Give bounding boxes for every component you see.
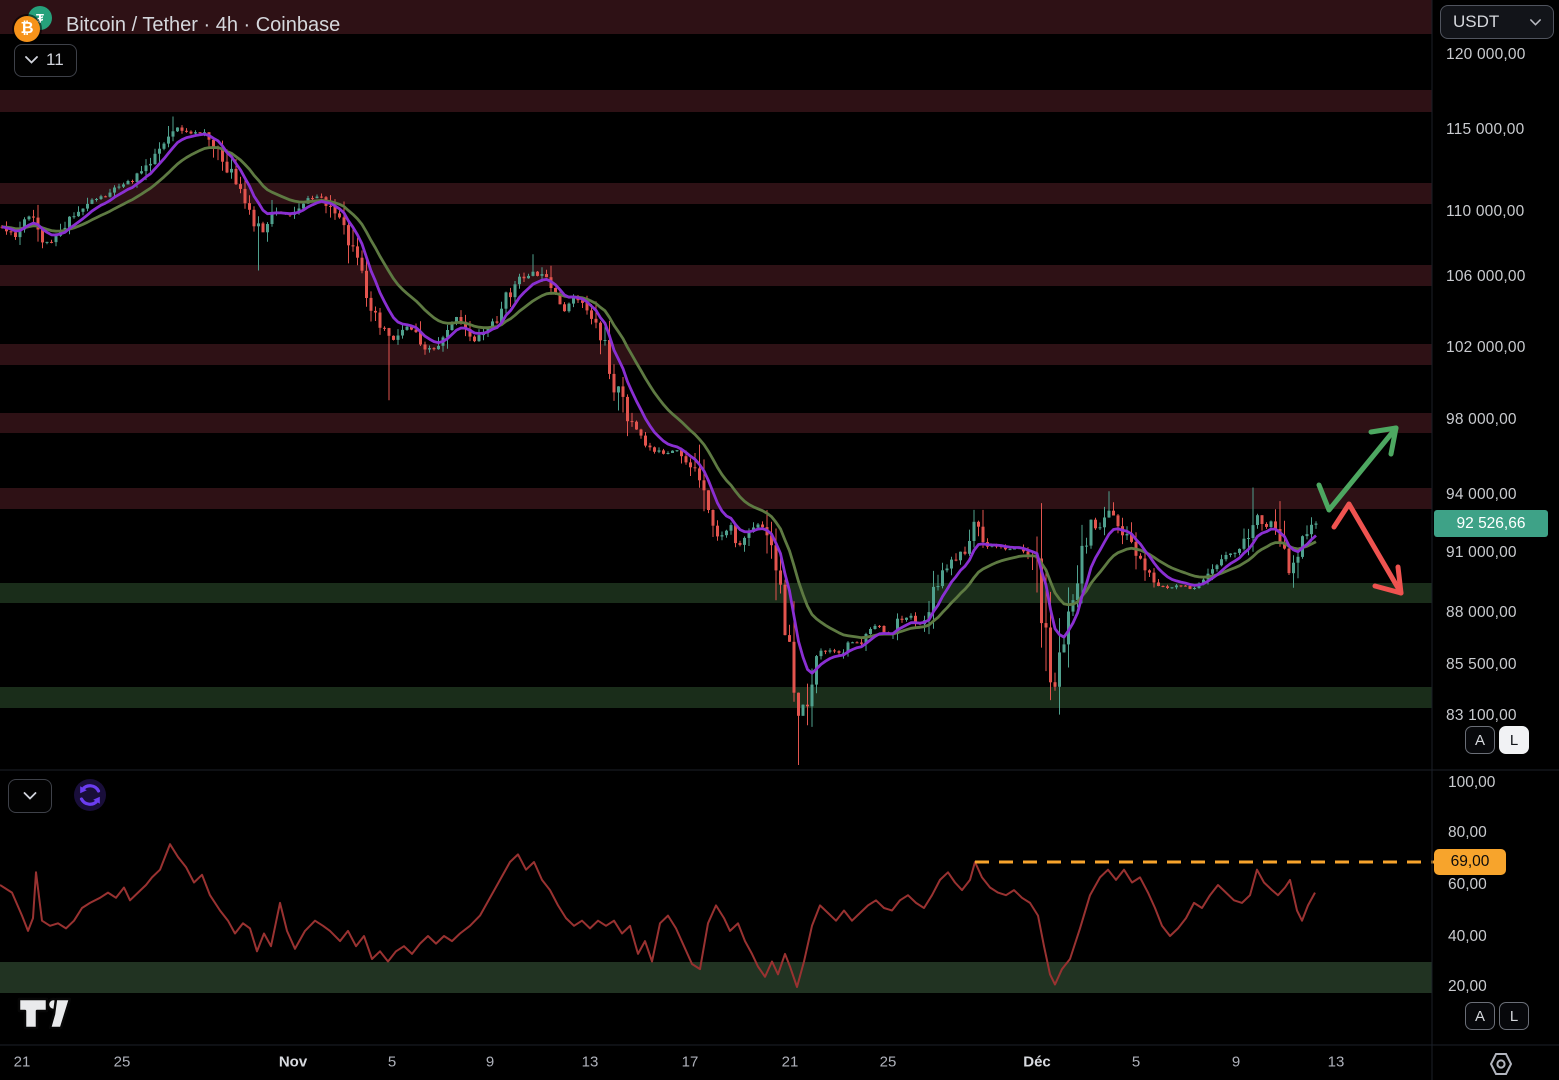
rsi-oversold-zone [0, 962, 1432, 993]
rsi-level-badge[interactable]: 69,00 [1434, 849, 1506, 875]
chart-legend: ₮ ₿ Bitcoin / Tether · 4h · Coinbase [12, 6, 340, 44]
symbol-icons: ₮ ₿ [12, 6, 56, 44]
resistance-zone[interactable] [0, 0, 1432, 34]
time-axis-label: 17 [681, 1053, 699, 1071]
rsi-level-value: 69,00 [1450, 853, 1490, 870]
rsi-axis-label: 80,00 [1448, 824, 1487, 841]
log-scale-button[interactable]: L [1499, 726, 1529, 754]
bitcoin-coin-icon: ₿ [14, 16, 40, 42]
last-price-value: 92 526,66 [1456, 514, 1526, 532]
arrow-up-drawing[interactable] [1316, 425, 1399, 513]
time-axis-label: 25 [879, 1053, 897, 1071]
ma-slow-line[interactable] [1, 146, 1317, 640]
price-axis-label: 91 000,00 [1446, 544, 1517, 561]
quote-currency-select[interactable]: USDT [1440, 5, 1554, 39]
time-axis-label: 9 [485, 1053, 495, 1071]
collapsed-drawings-button[interactable]: 11 [14, 44, 77, 77]
resistance-zone[interactable] [0, 344, 1432, 365]
indicator-collapse-button[interactable] [8, 779, 52, 813]
time-axis-label: Déc [1023, 1053, 1051, 1071]
rsi-axis-label: 100,00 [1448, 774, 1496, 791]
auto-scale-label: A [1474, 731, 1485, 749]
price-axis-label: 106 000,00 [1446, 268, 1526, 285]
resistance-zone[interactable] [0, 413, 1432, 433]
time-axis-label: 5 [1131, 1053, 1141, 1071]
resistance-zone[interactable] [0, 90, 1432, 112]
rsi-axis-label: 60,00 [1448, 876, 1487, 893]
symbol-title[interactable]: Bitcoin / Tether · 4h · Coinbase [66, 13, 341, 36]
rsi-axis-label: 20,00 [1448, 978, 1487, 995]
support-zone[interactable] [0, 583, 1432, 603]
candlestick-series [0, 116, 1318, 765]
rsi-log-scale-label: L [1509, 1007, 1519, 1025]
ma-fast-line[interactable] [1, 132, 1317, 675]
time-axis-label: 5 [387, 1053, 397, 1071]
time-axis-label: Nov [278, 1053, 308, 1071]
rsi-axis-label: 40,00 [1448, 928, 1487, 945]
price-axis-label: 102 000,00 [1446, 339, 1526, 356]
log-scale-label: L [1509, 731, 1519, 749]
refresh-icon[interactable] [73, 778, 107, 812]
rsi-log-scale-button[interactable]: L [1499, 1002, 1529, 1030]
last-price-badge: 92 526,66 [1434, 510, 1548, 537]
price-axis-label: 98 000,00 [1446, 411, 1517, 428]
time-axis-label: 21 [13, 1053, 31, 1071]
rsi-line[interactable] [0, 843, 1316, 988]
rsi-auto-scale-label: A [1474, 1007, 1485, 1025]
axis-settings-gear-icon[interactable] [1486, 1049, 1516, 1079]
chevron-down-icon [1530, 18, 1541, 26]
rsi-auto-scale-button[interactable]: A [1465, 1002, 1495, 1030]
time-axis-label: 25 [113, 1053, 131, 1071]
resistance-zone[interactable] [0, 183, 1432, 204]
time-axis-label: 9 [1231, 1053, 1241, 1071]
chevron-down-icon [23, 792, 37, 800]
resistance-zone[interactable] [0, 265, 1432, 286]
time-axis-label: 13 [581, 1053, 599, 1071]
price-axis-label: 115 000,00 [1446, 121, 1525, 138]
quote-currency-value: USDT [1453, 12, 1500, 31]
chevron-down-icon [25, 56, 38, 64]
price-axis-label: 88 000,00 [1446, 604, 1517, 621]
collapsed-count: 11 [46, 50, 64, 69]
auto-scale-button[interactable]: A [1465, 726, 1495, 754]
time-axis-label: 13 [1327, 1053, 1345, 1071]
price-axis-label: 83 100,00 [1446, 707, 1517, 724]
time-axis-label: 21 [781, 1053, 799, 1071]
price-axis-label: 94 000,00 [1446, 486, 1517, 503]
tradingview-logo[interactable] [16, 992, 74, 1034]
price-axis-label: 110 000,00 [1446, 203, 1525, 220]
arrow-down-drawing[interactable] [1331, 501, 1404, 596]
price-axis-label: 120 000,00 [1446, 46, 1526, 63]
price-axis-label: 85 500,00 [1446, 656, 1517, 673]
support-zone[interactable] [0, 687, 1432, 708]
